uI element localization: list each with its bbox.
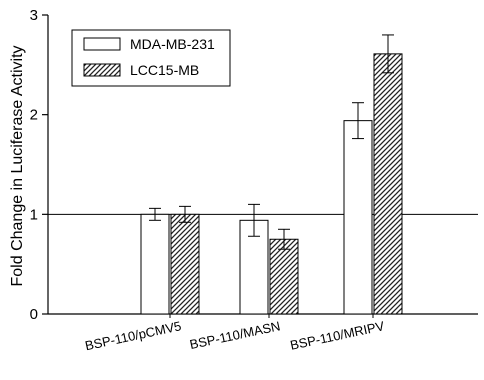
x-tick-label: BSP-110/MASN [188, 318, 281, 352]
x-tick-label: BSP-110/pCMV5 [84, 318, 183, 353]
bars [140, 34, 403, 315]
y-tick-label: 1 [30, 206, 38, 223]
y-tick-label: 3 [30, 7, 38, 24]
legend-label: LCC15-MB [130, 62, 199, 78]
bar [170, 213, 200, 315]
bar [269, 238, 299, 315]
bar [140, 213, 170, 315]
y-tick-label: 2 [30, 107, 38, 124]
legend-swatch [83, 63, 121, 77]
bar [373, 53, 403, 315]
legend-swatch [83, 37, 121, 51]
legend-label: MDA-MB-231 [130, 36, 215, 52]
x-tick-label: BSP-110/MRIPV [289, 318, 386, 353]
bar [343, 120, 373, 315]
y-tick-label: 0 [30, 306, 38, 323]
y-axis-label: Fold Change in Luciferase Activity [9, 45, 26, 286]
legend: MDA-MB-231 LCC15-MB [71, 29, 231, 87]
